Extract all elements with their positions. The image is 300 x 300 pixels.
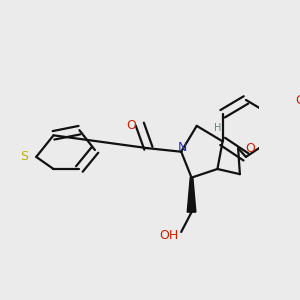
Text: S: S — [20, 150, 28, 164]
Text: O: O — [245, 142, 255, 155]
Text: O: O — [295, 94, 300, 107]
Text: H: H — [214, 123, 221, 133]
Text: N: N — [178, 141, 188, 154]
Text: OH: OH — [160, 229, 179, 242]
Polygon shape — [187, 178, 196, 212]
Text: O: O — [126, 119, 136, 132]
